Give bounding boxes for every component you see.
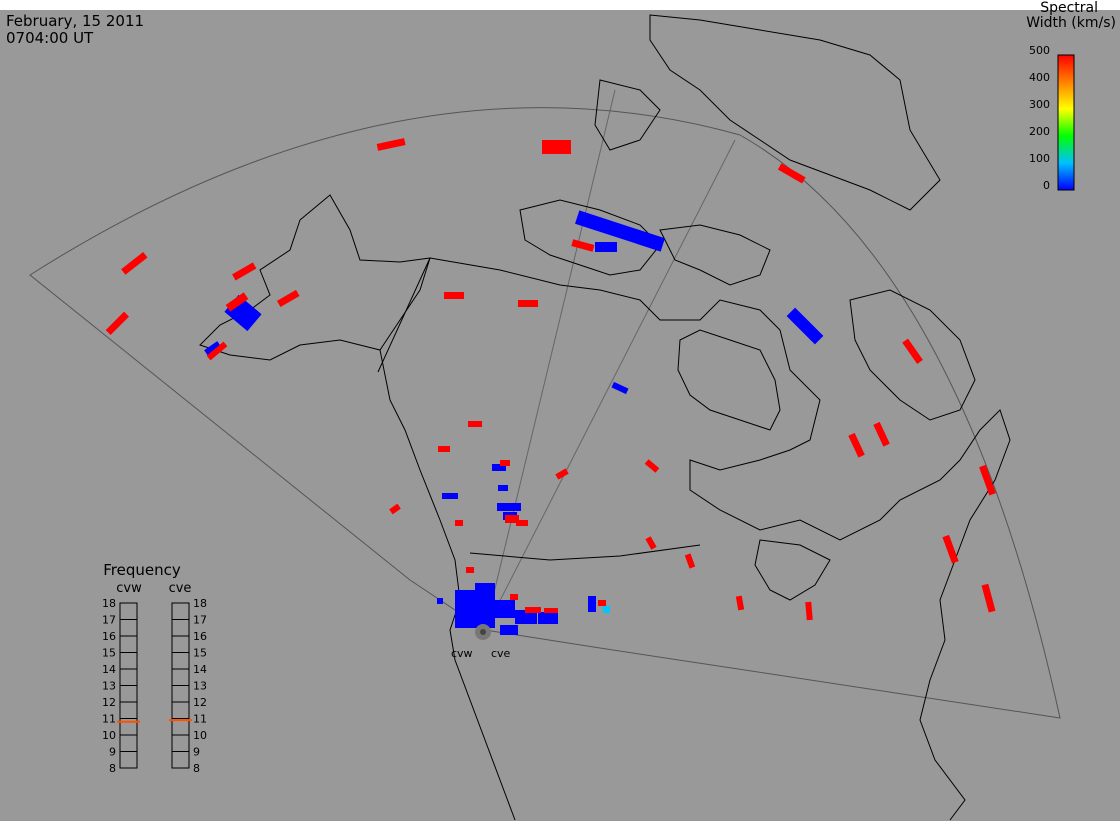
radar-label-cve: cve — [491, 647, 511, 660]
freq-tick-label: 14 — [102, 663, 116, 676]
colorbar — [1057, 54, 1075, 191]
freq-tick-label: 13 — [193, 680, 207, 693]
colorbar-tick-label: 0 — [1043, 179, 1050, 192]
freq-tick-label: 14 — [193, 663, 207, 676]
freq-tick-label: 8 — [109, 762, 116, 775]
freq-tick-label: 10 — [193, 729, 207, 742]
freq-tick-label: 8 — [193, 762, 200, 775]
freq-scale-name-cvw: cvw — [116, 581, 142, 596]
frequency-scales: 18 17 16 15 14 13 12 11 10 9 8 18 17 16 15 14 13 12 11 10 9 8 — [102, 597, 207, 775]
echo-mid-width — [603, 606, 610, 613]
colorbar-tick-label: 500 — [1029, 44, 1050, 57]
freq-tick-label: 15 — [193, 647, 207, 660]
colorbar-title-line2: Width (km/s) — [1026, 15, 1116, 31]
freq-tick-label: 17 — [193, 614, 207, 627]
freq-tick-label: 11 — [193, 713, 207, 726]
date-label: February, 15 2011 — [6, 12, 144, 30]
freq-tick-label: 13 — [102, 680, 116, 693]
colorbar-ticks: 500 400 300 200 100 0 — [1029, 44, 1050, 192]
freq-tick-label: 15 — [102, 647, 116, 660]
freq-tick-label: 9 — [193, 746, 200, 759]
radar-fov-outline — [29, 107, 1061, 719]
freq-tick-label: 18 — [102, 597, 116, 610]
freq-tick-label: 10 — [102, 729, 116, 742]
freq-tick-label: 17 — [102, 614, 116, 627]
freq-tick-label: 12 — [193, 696, 207, 709]
freq-tick-label: 11 — [102, 713, 116, 726]
freq-scale-name-cve: cve — [169, 581, 192, 596]
borders — [377, 257, 701, 561]
radar-label-cvw: cvw — [451, 647, 473, 660]
time-label: 0704:00 UT — [6, 29, 94, 47]
colorbar-title-line1: Spectral — [1040, 0, 1098, 16]
echoes-high-width — [105, 138, 996, 621]
map-background — [0, 10, 1120, 821]
freq-tick-label: 16 — [102, 630, 116, 643]
freq-tick-label: 16 — [193, 630, 207, 643]
beam-line — [484, 139, 736, 631]
freq-tick-label: 18 — [193, 597, 207, 610]
colorbar-tick-label: 100 — [1029, 152, 1050, 165]
colorbar-tick-label: 400 — [1029, 71, 1050, 84]
freq-tick-label: 9 — [109, 746, 116, 759]
beam-line — [484, 89, 616, 631]
frequency-title: Frequency — [103, 561, 181, 579]
colorbar-tick-label: 300 — [1029, 98, 1050, 111]
colorbar-tick-label: 200 — [1029, 125, 1050, 138]
radar-site-center — [480, 629, 486, 635]
freq-tick-label: 12 — [102, 696, 116, 709]
